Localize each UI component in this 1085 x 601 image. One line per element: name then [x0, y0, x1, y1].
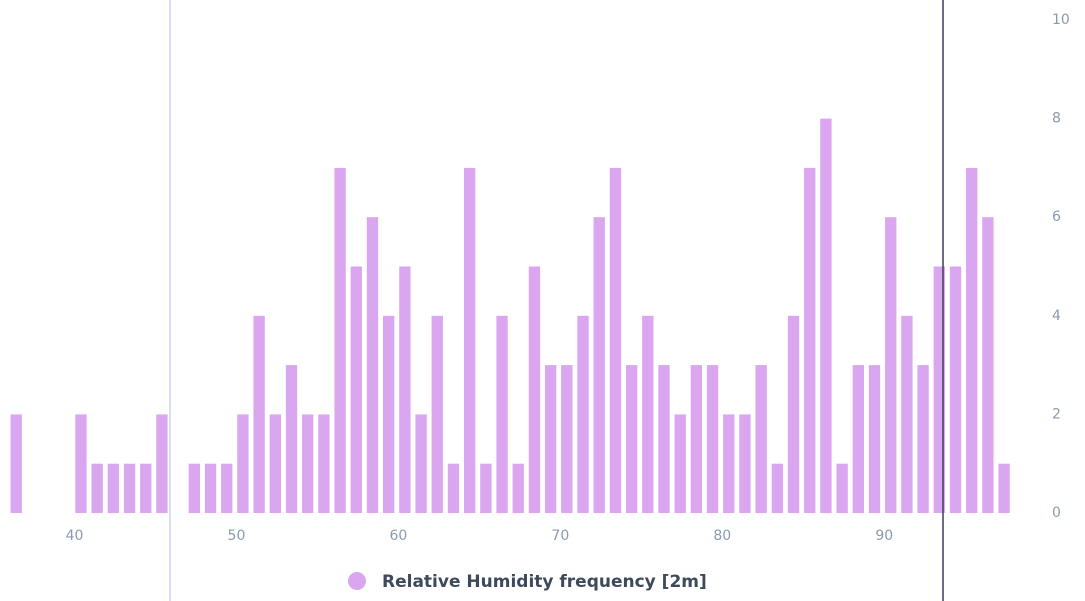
bar: [982, 217, 994, 513]
bar: [480, 463, 492, 513]
bar: [885, 217, 897, 513]
bar: [512, 463, 524, 513]
bar: [415, 414, 427, 513]
bar: [334, 167, 346, 513]
y-tick-label: 6: [1052, 209, 1061, 225]
y-tick-label: 10: [1052, 12, 1070, 28]
bar: [107, 463, 120, 513]
bar: [949, 266, 962, 513]
bar: [383, 315, 395, 513]
bar: [350, 266, 362, 513]
bar: [123, 463, 136, 513]
y-tick-label: 8: [1052, 111, 1061, 127]
bar: [463, 167, 476, 513]
bar: [593, 217, 605, 513]
bar: [269, 414, 281, 513]
bar: [609, 167, 622, 513]
bar: [285, 365, 298, 513]
bar: [237, 414, 249, 513]
bar: [221, 463, 233, 513]
bar: [496, 315, 508, 513]
bar: [966, 167, 978, 513]
bar: [253, 315, 265, 513]
bar: [917, 365, 929, 513]
bar: [852, 365, 865, 513]
x-tick-label: 50: [228, 528, 246, 544]
x-tick-label: 70: [551, 528, 569, 544]
bar: [366, 217, 379, 513]
bar: [91, 463, 103, 513]
legend-label: Relative Humidity frequency [2m]: [382, 572, 707, 592]
bar: [755, 365, 767, 513]
bar: [771, 463, 784, 513]
bar: [447, 463, 460, 513]
bar: [690, 365, 703, 513]
bar: [528, 266, 541, 513]
bar: [723, 414, 735, 513]
bar: [10, 414, 22, 513]
bar: [544, 365, 557, 513]
bar: [998, 463, 1010, 513]
bar: [787, 315, 800, 513]
bar: [577, 315, 589, 513]
bar: [739, 414, 751, 513]
bar: [804, 167, 816, 513]
y-tick-label: 4: [1052, 308, 1061, 324]
bar: [658, 365, 670, 513]
bar: [140, 463, 152, 513]
bar: [431, 315, 443, 513]
bar: [188, 463, 201, 513]
bar: [156, 414, 168, 513]
bar: [75, 414, 87, 513]
bar: [318, 414, 330, 513]
y-tick-label: 0: [1052, 505, 1061, 521]
legend-marker: [348, 572, 366, 590]
bar: [706, 365, 719, 513]
bar: [901, 315, 913, 513]
bar: [820, 118, 832, 513]
y-tick-label: 2: [1052, 406, 1061, 422]
bar: [674, 414, 686, 513]
legend[interactable]: Relative Humidity frequency [2m]: [348, 572, 707, 592]
bar: [302, 414, 314, 513]
x-tick-label: 80: [713, 528, 731, 544]
bar: [204, 463, 217, 513]
x-tick-label: 40: [66, 528, 84, 544]
bar: [642, 315, 654, 513]
x-tick-label: 90: [875, 528, 893, 544]
bar: [933, 266, 945, 513]
x-tick-label: 60: [389, 528, 407, 544]
bar: [561, 365, 573, 513]
bar: [836, 463, 848, 513]
bar: [625, 365, 638, 513]
bar: [399, 266, 411, 513]
bar: [868, 365, 881, 513]
